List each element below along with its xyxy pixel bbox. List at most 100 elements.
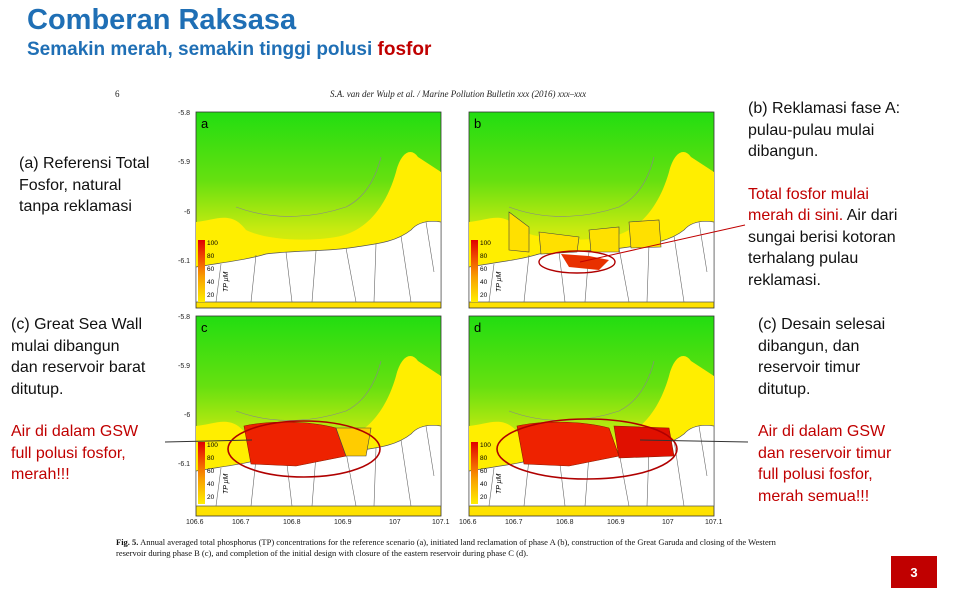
- note-line-red: merah di sini.: [748, 207, 844, 224]
- pointer-line-d: [639, 439, 749, 443]
- figure-caption: Fig. 5. Annual averaged total phosphorus…: [116, 537, 806, 559]
- subtitle-text: Semakin merah, semakin tinggi polusi: [27, 39, 378, 60]
- cbar-tick: 100: [207, 240, 218, 247]
- panel-label-a: a: [201, 116, 209, 131]
- colorbar-c: 100 80 60 40 20 TP μM: [198, 442, 230, 504]
- pointer-line-c: [164, 439, 253, 443]
- colorbar-a: 100 80 60 40 20 TP μM: [198, 240, 230, 302]
- subtitle-highlight: fosfor: [377, 39, 432, 60]
- y-tick: -6.1: [178, 258, 190, 265]
- slide-subtitle: Semakin merah, semakin tinggi polusi fos…: [27, 39, 431, 61]
- cbar-tick: 20: [480, 494, 488, 501]
- cbar-tick: 20: [207, 292, 215, 299]
- note-line-red: merah!!!: [11, 466, 70, 483]
- note-line-red: full polusi fosfor,: [11, 444, 126, 462]
- x-tick: 107: [389, 519, 401, 526]
- cbar-tick: 60: [207, 266, 215, 273]
- note-line-red: Air di dalam GSW: [11, 423, 139, 440]
- panel-label-d: d: [474, 320, 481, 335]
- cbar-tick: 100: [480, 240, 491, 247]
- y-tick: -6: [184, 209, 190, 216]
- note-line: terhalang pulau: [748, 250, 859, 267]
- cbar-tick: 40: [480, 481, 488, 488]
- note-line: (a) Referensi Total: [19, 155, 150, 172]
- note-line-red: merah semua!!!: [758, 487, 870, 505]
- colorbar-b: 100 80 60 40 20 TP μM: [471, 240, 503, 302]
- note-line: dan reservoir barat: [11, 359, 146, 376]
- pointer-line-b: [579, 224, 746, 263]
- map-panel-a: a: [195, 111, 442, 309]
- cbar-tick: 60: [480, 266, 488, 273]
- y-tick: -5.9: [178, 159, 190, 166]
- note-line: ditutup.: [758, 380, 811, 398]
- note-line: Fosfor, natural: [19, 176, 122, 194]
- note-line: (c) Desain selesai: [758, 316, 886, 333]
- slide-title: Comberan Raksasa: [27, 4, 297, 36]
- cbar-tick: 80: [207, 455, 215, 462]
- cbar-label: TP μM: [496, 474, 503, 494]
- y-tick: -5.9: [178, 363, 190, 370]
- cbar-tick: 80: [480, 455, 488, 462]
- x-tick: 106.7: [232, 519, 250, 526]
- note-line: tanpa reklamasi: [19, 198, 132, 215]
- note-line: reservoir timur: [758, 359, 861, 376]
- x-tick: 107: [662, 519, 674, 526]
- cbar-label: TP μM: [496, 272, 503, 292]
- y-tick: -5.8: [178, 314, 190, 321]
- cbar-tick: 40: [480, 279, 488, 286]
- cbar-label: TP μM: [223, 474, 230, 494]
- map-panel-d: d: [468, 315, 715, 517]
- paper-page-number: 6: [115, 89, 120, 99]
- x-axis-ticks: 106.6 106.7 106.8 106.9 107 107.1 106.6 …: [186, 519, 723, 526]
- note-line: ditutup.: [11, 380, 64, 398]
- map-panel-c: c: [195, 315, 442, 517]
- y-tick: -5.8: [178, 110, 190, 117]
- cbar-tick: 80: [480, 253, 488, 260]
- cbar-tick: 100: [480, 442, 491, 449]
- x-tick: 106.7: [505, 519, 523, 526]
- cbar-tick: 20: [480, 292, 488, 299]
- y-tick: -6: [184, 412, 190, 419]
- note-line-red: Total fosfor mulai: [748, 185, 869, 203]
- colorbar-d: 100 80 60 40 20 TP μM: [471, 442, 503, 504]
- note-d: (c) Desain selesai dibangun, dan reservo…: [758, 314, 891, 507]
- cbar-tick: 60: [480, 468, 488, 475]
- cbar-tick: 40: [207, 481, 215, 488]
- map-panel-b: b: [468, 111, 715, 309]
- note-line: mulai dibangun: [11, 337, 120, 355]
- note-line: Air dari: [846, 207, 898, 224]
- note-c: (c) Great Sea Wall mulai dibangun dan re…: [11, 314, 145, 486]
- note-b: (b) Reklamasi fase A: pulau-pulau mulai …: [748, 98, 900, 291]
- x-tick: 106.9: [607, 519, 625, 526]
- cbar-tick: 40: [207, 279, 215, 286]
- x-tick: 107.1: [705, 519, 723, 526]
- y-axis-ticks: -5.8 -5.9 -6 -6.1 -5.8 -5.9 -6 -6.1: [178, 110, 190, 468]
- cbar-tick: 20: [207, 494, 215, 501]
- note-line: dibangun.: [748, 143, 819, 160]
- y-tick: -6.1: [178, 461, 190, 468]
- x-tick: 107.1: [432, 519, 450, 526]
- caption-label: Fig. 5.: [116, 537, 139, 547]
- paper-header: S.A. van der Wulp et al. / Marine Pollut…: [330, 89, 587, 99]
- note-a: (a) Referensi Total Fosfor, natural tanp…: [19, 153, 149, 218]
- note-line: (b) Reklamasi fase A:: [748, 100, 901, 117]
- panel-label-c: c: [201, 320, 208, 335]
- note-line-red: full polusi fosfor,: [758, 466, 873, 483]
- note-line-red: Air di dalam GSW: [758, 423, 886, 440]
- cbar-tick: 60: [207, 468, 215, 475]
- note-line: reklamasi.: [748, 271, 821, 289]
- note-line: sungai berisi kotoran: [748, 228, 896, 246]
- x-tick: 106.8: [556, 519, 574, 526]
- note-line: (c) Great Sea Wall: [11, 316, 142, 333]
- x-tick: 106.6: [459, 519, 477, 526]
- note-line: dibangun, dan: [758, 337, 860, 355]
- x-tick: 106.9: [334, 519, 352, 526]
- caption-text: Annual averaged total phosphorus (TP) co…: [116, 537, 776, 558]
- cbar-tick: 100: [207, 442, 218, 449]
- panel-label-b: b: [474, 116, 481, 131]
- slide-number: 3: [891, 556, 937, 588]
- cbar-label: TP μM: [223, 272, 230, 292]
- x-tick: 106.6: [186, 519, 204, 526]
- note-line: pulau-pulau mulai: [748, 121, 875, 139]
